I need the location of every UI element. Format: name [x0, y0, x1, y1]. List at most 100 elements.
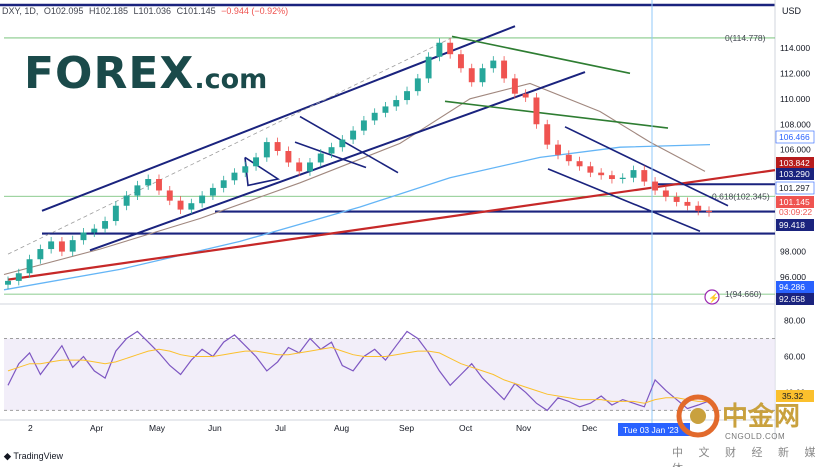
candle-body-33 [360, 120, 367, 131]
fib-label-2: 1(94.660) [725, 289, 762, 299]
candle-body-44 [479, 68, 486, 83]
candle-body-23 [253, 157, 260, 167]
rsi-badge-text: 35.32 [782, 391, 804, 401]
rsi-ma-line [7, 346, 709, 404]
candle-body-43 [468, 68, 475, 83]
candle-body-14 [156, 179, 162, 191]
lightning-icon-glyph: ⚡ [708, 292, 719, 304]
candle-body-2 [26, 259, 33, 274]
candle-body-57 [619, 177, 626, 180]
price-tick-5: 106.000 [780, 145, 811, 155]
rsi-band [4, 338, 775, 411]
candle-body-46 [501, 60, 508, 79]
ma-50-line [3, 82, 706, 276]
candle-body-22 [242, 166, 249, 173]
price-badge-bg-3 [775, 181, 815, 195]
candle-body-27 [296, 162, 303, 172]
candle-body-3 [37, 249, 44, 260]
candle-body-42 [457, 54, 464, 69]
candle-body-32 [350, 130, 357, 140]
time-tick-2: May [149, 423, 166, 433]
tradingview-brand[interactable]: ◆ TradingView [4, 451, 63, 462]
close-value: C101.145 [176, 6, 216, 16]
candle-body-64 [695, 205, 702, 211]
time-tick-5: Aug [334, 423, 349, 433]
logo-suffix: .com [194, 64, 268, 95]
candle-body-51 [555, 144, 561, 155]
price-badge-bg-2 [776, 168, 814, 180]
candle-body-47 [511, 78, 518, 94]
forex-logo: FOREX.com [24, 48, 267, 99]
watermark-cn: 中金网 [722, 402, 801, 432]
candle-body-35 [382, 106, 389, 113]
price-badge-text-6: 94.286 [779, 282, 805, 292]
tradingview-label: TradingView [13, 451, 63, 461]
high-value: H102.185 [88, 6, 128, 16]
candle-body-11 [123, 195, 130, 206]
candle-body-54 [587, 166, 594, 173]
price-tick-6: 108.000 [780, 119, 811, 129]
candle-body-37 [404, 91, 410, 101]
time-tick-9: Dec [582, 423, 598, 433]
candle-body-24 [263, 142, 270, 158]
price-badge-text-2: 103.290 [779, 169, 810, 179]
cngold-logo-outer [676, 394, 720, 438]
candle-body-41 [447, 42, 454, 55]
logo-main: FOREX [24, 48, 195, 99]
time-tick-8: Nov [516, 423, 532, 433]
price-badge-text-5: 99.418 [779, 220, 805, 230]
rsi-tick-1: 60.00 [784, 352, 806, 362]
price-badge-text-7: 92.658 [779, 294, 805, 304]
candle-body-18 [199, 195, 206, 204]
candle-body-45 [490, 60, 497, 69]
down-channel-lower [547, 168, 701, 232]
candle-body-26 [285, 150, 292, 163]
time-tick-3: Jun [208, 423, 222, 433]
candle-body-13 [145, 179, 152, 186]
price-badge-text-4: 101.145 [779, 197, 810, 207]
rsi-tick-2: 80.00 [784, 316, 806, 326]
candle-body-4 [48, 241, 55, 250]
price-tick-7: 110.000 [780, 94, 810, 104]
candle-body-9 [102, 221, 109, 229]
cngold-logo [676, 394, 720, 438]
candle-body-36 [393, 100, 400, 107]
crosshair-date-label: Tue 03 Jan '23 [623, 425, 679, 435]
candle-body-12 [134, 185, 141, 196]
candle-body-5 [58, 241, 65, 252]
price-badge-text-3: 101.297 [779, 183, 810, 193]
price-badge-text-0: 106.466 [779, 132, 810, 142]
price-badge-bg-7 [776, 293, 814, 305]
dashed-trendline [7, 37, 453, 255]
crosshair-date-bg [618, 423, 690, 436]
candle-body-53 [576, 161, 583, 167]
candle-body-63 [684, 201, 691, 206]
candle-body-31 [339, 139, 346, 148]
candle-body-0 [5, 280, 11, 285]
candle-body-30 [328, 147, 335, 154]
candle-body-39 [425, 56, 432, 79]
flag-upper-line [299, 115, 399, 174]
time-tick-7: Oct [459, 423, 473, 433]
channel-upper-line [41, 25, 516, 212]
low-value: L101.036 [133, 6, 172, 16]
tradingview-icon: ◆ [4, 451, 14, 461]
fib-label-1: 0.618(102.345) [712, 191, 770, 201]
price-badge-text-1: 103.842 [779, 158, 810, 168]
time-tick-6: Sep [399, 423, 414, 433]
rsi-line [7, 330, 710, 412]
candle-body-28 [307, 162, 313, 172]
channel-lower-line [89, 71, 586, 252]
wedge-upper-line [451, 35, 631, 75]
candle-body-52 [565, 154, 572, 162]
price-badge-bg-5 [776, 219, 814, 231]
open-value: O102.095 [43, 6, 84, 16]
symbol-header: DXY, 1D, O102.095 H102.185 L101.036 C101… [2, 6, 291, 16]
candle-body-29 [317, 153, 324, 163]
wedge-lower-line [444, 100, 669, 129]
candle-body-7 [80, 232, 87, 241]
price-badge-bg-4 [776, 196, 814, 208]
price-badge-bg-6 [776, 281, 814, 293]
